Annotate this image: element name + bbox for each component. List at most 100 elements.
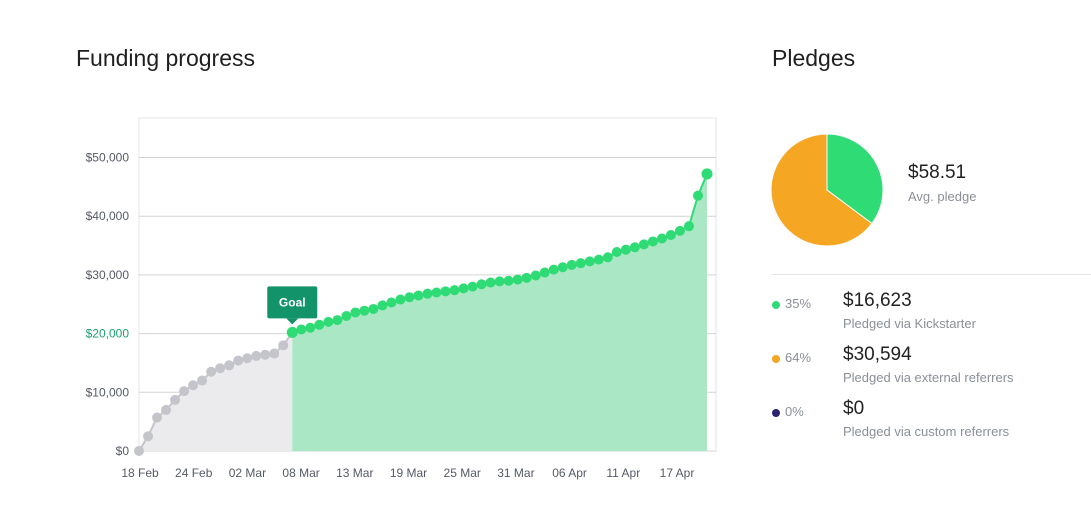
funding-point [503,275,514,286]
funding-point [305,322,316,333]
funding-point [683,221,694,232]
funding-point [521,272,532,283]
y-tick-label: $30,000 [86,268,130,282]
y-tick-label: $40,000 [86,209,130,223]
y-tick-label: $10,000 [86,385,130,399]
x-tick-label: 17 Apr [660,466,695,480]
x-tick-label: 02 Mar [229,466,266,480]
pre-goal-point [161,404,172,415]
pre-goal-point [260,349,271,360]
pre-goal-point [242,353,253,364]
funding-point [350,307,361,318]
funding-point [611,247,622,258]
pre-goal-point [206,366,217,377]
funding-point [494,276,505,287]
funding-point [395,294,406,305]
funding-point [449,285,460,296]
avg-pledge-value: $58.51 [908,162,967,183]
legend-amount: $16,623 [843,290,912,311]
y-tick-label: $20,000 [86,327,130,341]
pledges-title: Pledges [772,45,856,71]
funding-point [692,190,703,201]
funding-point [530,270,541,281]
pre-goal-point [143,431,154,442]
legend-amount: $30,594 [843,344,912,365]
funding-point [701,168,713,180]
pre-goal-point [134,446,144,456]
avg-pledge-label: Avg. pledge [908,189,977,204]
funding-point [656,233,667,244]
pre-goal-point [278,340,289,351]
pre-goal-area [139,332,293,451]
funding-point [593,254,604,265]
pledges-divider [772,274,1091,275]
legend-description: Pledged via custom referrers [843,424,1010,439]
funding-point [332,315,343,326]
funding-point [323,316,334,327]
pre-goal-point [251,350,262,361]
funding-point [314,319,325,330]
pre-goal-point [152,412,163,423]
legend-description: Pledged via Kickstarter [843,316,976,331]
funding-point [647,236,658,247]
pre-goal-point [224,360,235,371]
funding-point [413,290,424,301]
pie-slice [826,133,884,225]
funding-point [404,292,415,303]
post-goal-area [292,173,707,451]
funding-point [584,256,595,267]
x-tick-label: 13 Mar [336,466,373,480]
legend-amount: $0 [843,398,865,419]
legend-dot [772,301,780,309]
funding-point [476,279,487,290]
funding-point [575,258,586,269]
funding-point [422,288,433,299]
funding-point [629,242,640,253]
funding-point [674,225,685,236]
funding-point [368,303,379,314]
funding-point [377,300,388,311]
pre-goal-point [233,355,244,366]
y-tick-label: $50,000 [86,151,130,165]
x-tick-label: 19 Mar [390,466,427,480]
pre-goal-point [269,348,280,359]
goal-label: Goal [279,295,306,309]
funding-point [458,283,469,294]
funding-progress-title: Funding progress [76,45,255,71]
x-tick-label: 25 Mar [444,466,481,480]
x-tick-label: 24 Feb [175,466,213,480]
legend-kickstarter: 35% $16,623 Pledged via Kickstarter [772,290,1082,341]
funding-point [539,267,550,278]
legend-percent: 0% [785,404,804,419]
funding-point [286,326,298,338]
funding-point [341,310,352,321]
funding-point [485,277,496,288]
pre-goal-point [188,380,199,391]
pre-goal-point [215,363,226,374]
funding-point [431,287,442,298]
funding-point [665,229,676,240]
goal-badge [267,286,318,319]
y-tick-label: $0 [116,444,130,458]
funding-point [620,244,631,255]
funding-point [359,305,370,316]
funding-point [467,281,478,292]
legend-percent: 35% [785,296,812,311]
funding-point [296,324,307,335]
funding-point [638,239,649,250]
pie-slice [770,133,873,247]
x-tick-label: 11 Apr [606,466,640,480]
funding-point [386,297,397,308]
goal-badge-pointer [286,318,299,325]
funding-point [602,252,613,263]
x-tick-label: 31 Mar [497,466,534,480]
legend-custom-referrers: 0% $0 Pledged via custom referrers [772,398,1082,449]
funding-point [512,274,523,285]
legend-dot [772,409,780,417]
x-tick-label: 18 Feb [121,466,159,480]
x-tick-label: 08 Mar [282,466,319,480]
funding-point [440,286,451,297]
legend-percent: 64% [785,350,812,365]
pre-goal-point [179,386,190,397]
